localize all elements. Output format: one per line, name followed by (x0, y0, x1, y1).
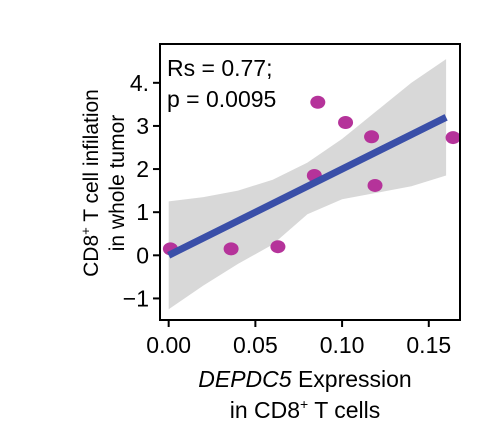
y-tick-label: 4. (130, 70, 149, 96)
y-axis-label-line2-group: in whole tumor (106, 115, 129, 252)
x-tick-label: 0.15 (406, 332, 451, 358)
x-axis-ticks: 0.00 0.05 0.10 0.15 (146, 320, 451, 358)
y-tick-label: 3 (136, 113, 149, 139)
y-axis-label-line2: in whole tumor (106, 115, 129, 252)
data-point (445, 131, 461, 145)
x-axis-label-cd8: in CD8 (230, 397, 300, 423)
data-point (367, 178, 383, 192)
y-axis-label-line1-group: CD8+ T cell infilation (78, 89, 103, 277)
y-axis-label-line1: CD8+ T cell infilation (78, 89, 103, 277)
data-point (270, 240, 286, 254)
x-tick-label: 0.05 (233, 332, 278, 358)
y-tick-label: 2 (136, 156, 149, 182)
x-axis-label-line1: DEPDC5 Expression (198, 366, 411, 392)
x-tick-label: 0.00 (146, 332, 191, 358)
y-axis-label-infiltration: T cell infilation (80, 89, 103, 227)
annotation-rs: Rs = 0.77; (167, 55, 272, 81)
x-axis-label-tcells: T cells (308, 397, 380, 423)
y-axis-label-cd8: CD8 (80, 235, 103, 277)
data-point (223, 242, 239, 256)
x-tick-label: 0.10 (320, 332, 365, 358)
x-axis-label-gene: DEPDC5 (198, 366, 292, 392)
x-axis-label-expression: Expression (292, 366, 412, 392)
data-point (338, 115, 354, 129)
x-axis-label-plus: + (300, 396, 308, 412)
y-tick-label: 0 (136, 242, 149, 268)
data-point (310, 95, 326, 109)
data-point (364, 130, 380, 144)
x-axis-label-line2: in CD8+ T cells (230, 396, 381, 423)
y-tick-label: 1 (136, 199, 149, 225)
regression-line (167, 114, 448, 259)
y-axis-ticks: −1 0 1 2 3 4. (123, 70, 160, 311)
annotation-p: p = 0.0095 (167, 86, 276, 112)
y-axis-label-plus: + (78, 227, 93, 235)
y-tick-label: −1 (123, 285, 149, 311)
plot-frame (159, 43, 461, 321)
data-points-layer (162, 95, 461, 256)
